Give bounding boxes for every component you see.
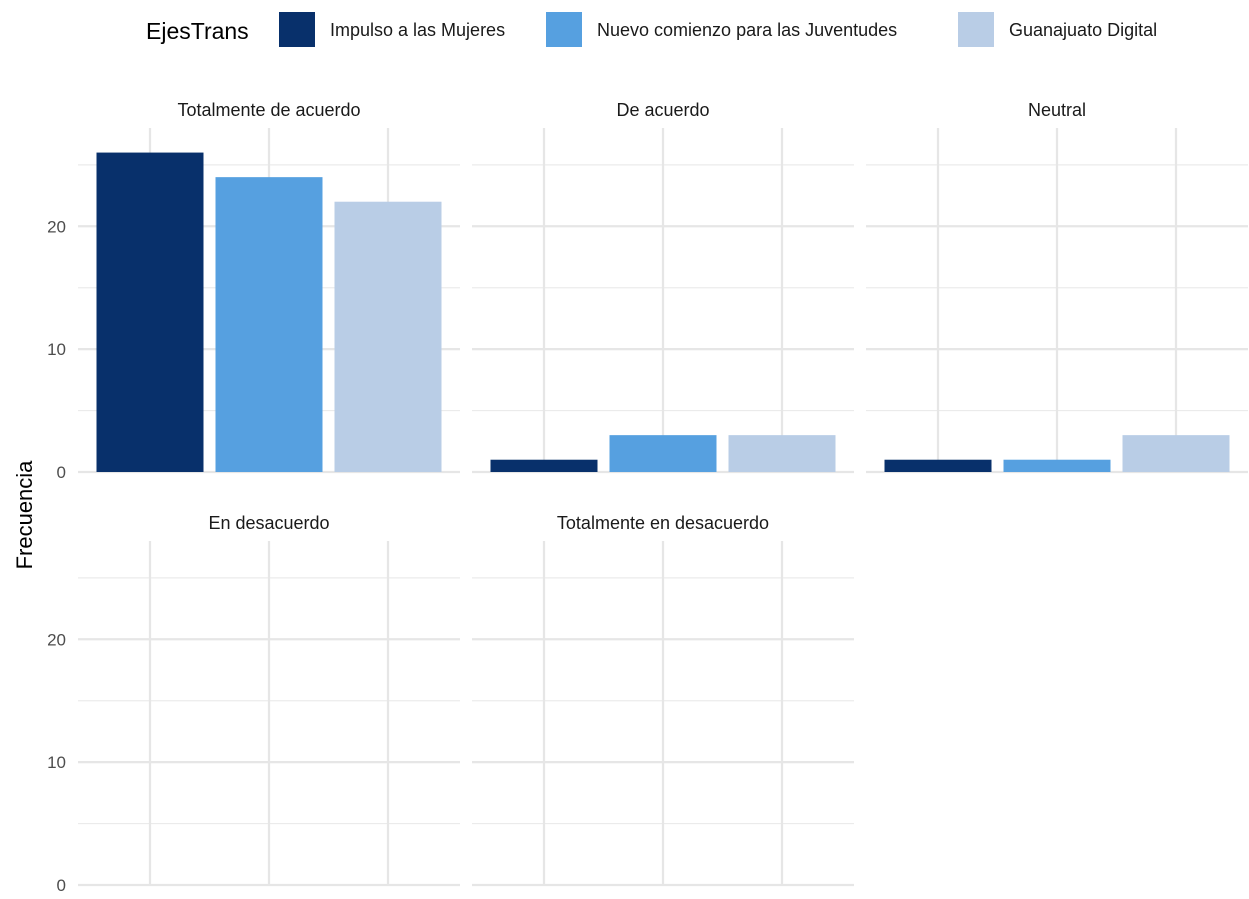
y-tick-label: 20 [47,630,66,649]
bar-2 [609,435,717,472]
legend-key-2 [546,12,582,47]
legend-label-1: Impulso a las Mujeres [330,20,505,40]
y-tick-label: 0 [57,876,66,895]
legend-title: EjesTrans [146,18,249,44]
facet-panels: Totalmente de acuerdo 0 10 20 De acuerdo Neut… [47,100,1248,895]
facet-panel-4: En desacuerdo 0 10 20 [47,513,460,895]
y-tick-label: 20 [47,217,66,236]
bar-2 [215,177,323,472]
y-axis-label: Frecuencia [12,460,37,570]
bar-1 [884,459,992,472]
facet-title: Totalmente en desacuerdo [557,513,769,533]
bar-2 [1003,459,1111,472]
facet-panel-2: De acuerdo [472,100,854,474]
bar-3 [728,435,836,472]
legend-label-3: Guanajuato Digital [1009,20,1157,40]
facet-title: De acuerdo [616,100,709,120]
legend-key-1 [279,12,315,47]
legend-key-3 [958,12,994,47]
facet-panel-1: Totalmente de acuerdo 0 10 20 [47,100,460,482]
legend: EjesTrans Impulso a las Mujeres Nuevo com… [146,12,1157,47]
facet-title: Totalmente de acuerdo [177,100,360,120]
facet-title: Neutral [1028,100,1086,120]
y-tick-label: 10 [47,340,66,359]
bar-3 [1122,435,1230,472]
bar-1 [490,459,598,472]
bar-3 [334,201,442,472]
legend-label-2: Nuevo comienzo para las Juventudes [597,20,897,40]
bar-1 [96,152,204,473]
facet-panel-5: Totalmente en desacuerdo [472,513,854,887]
facet-panel-3: Neutral [866,100,1248,474]
y-tick-label: 10 [47,753,66,772]
facet-title: En desacuerdo [208,513,329,533]
y-tick-label: 0 [57,463,66,482]
